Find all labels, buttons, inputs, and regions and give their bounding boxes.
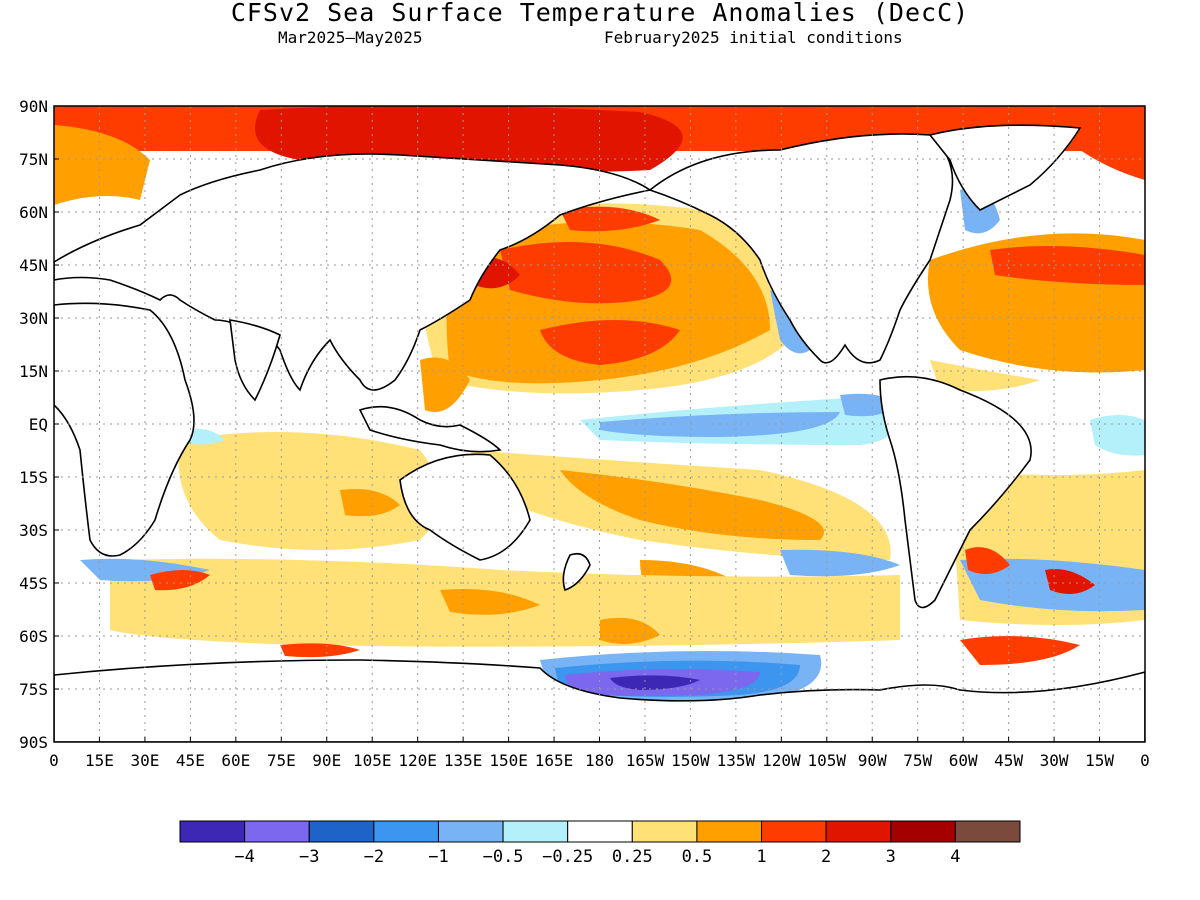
colorbar-label: −2	[364, 847, 384, 867]
colorbar-swatch	[631, 820, 698, 843]
forecast-period: Mar2025—May2025	[278, 28, 423, 47]
indian-ocean-warm-anomaly	[178, 432, 440, 550]
lat-label: 15S	[19, 468, 48, 487]
colorbar-label: 0.5	[682, 847, 713, 867]
colorbar-swatch	[308, 820, 375, 843]
land-south-america	[879, 375, 1032, 609]
lon-label: 30E	[130, 751, 159, 770]
land-greenland	[928, 124, 1082, 211]
lat-label: 60N	[19, 203, 48, 222]
land-eurasia	[54, 153, 653, 392]
lon-label: 15E	[85, 751, 114, 770]
lon-label: 15W	[1085, 751, 1114, 770]
lon-label: 150W	[671, 751, 710, 770]
lon-label: 45E	[176, 751, 205, 770]
land-india	[229, 319, 281, 402]
colorbar-swatch	[954, 820, 1021, 843]
colorbar-swatch	[890, 820, 956, 843]
lon-label: 180	[585, 751, 614, 770]
colorbar-swatch	[825, 820, 892, 843]
lat-label: 90S	[19, 733, 48, 752]
lon-label: 45W	[994, 751, 1023, 770]
land-north-america	[648, 133, 954, 364]
colorbar-swatch	[179, 820, 246, 843]
lon-label: 165W	[626, 751, 665, 770]
land-australia	[399, 453, 531, 561]
longitude-axis: 0 15E 30E 45E 60E 75E 90E 105E 120E 135E 150E 165E 1…	[49, 737, 1150, 770]
lon-label: 150E	[489, 751, 528, 770]
lat-label: 45S	[19, 574, 48, 593]
land-maritime-continent	[358, 405, 502, 453]
lon-label: 105W	[808, 751, 847, 770]
lat-lon-grid	[54, 106, 1145, 742]
lat-label: 75N	[19, 150, 48, 169]
colorbar-label: −4	[234, 847, 254, 867]
colorbar-label: 3	[886, 847, 896, 867]
lon-label: 60W	[949, 751, 978, 770]
lat-label: 60S	[19, 627, 48, 646]
lon-label: 0	[1140, 751, 1150, 770]
lat-label: 45N	[19, 256, 48, 275]
lon-label: 90E	[312, 751, 341, 770]
land-new-zealand	[562, 552, 591, 592]
colorbar: −4 −3 −2 −1 −0.5 −0.25 0.25 0.5 1 2 3 4	[179, 820, 1021, 867]
lon-label: 0	[49, 751, 59, 770]
lon-label: 120W	[762, 751, 801, 770]
lat-label: 90N	[19, 97, 48, 116]
lat-label: 75S	[19, 680, 48, 699]
lon-label: 60E	[221, 751, 250, 770]
colorbar-swatch	[437, 820, 504, 843]
colorbar-label: −3	[299, 847, 319, 867]
lat-label: 30S	[19, 521, 48, 540]
colorbar-swatch	[696, 820, 763, 843]
lon-label: 120E	[398, 751, 437, 770]
lon-label: 90W	[858, 751, 887, 770]
colorbar-swatch	[502, 820, 569, 843]
lon-label: 75E	[267, 751, 296, 770]
latitude-axis: 90N 75N 60N 45N 30N 15N EQ 15S 30S 45S 60S 75S 90S	[19, 97, 59, 752]
lat-label: 30N	[19, 309, 48, 328]
colorbar-swatch	[244, 820, 310, 843]
lon-label: 75W	[903, 751, 932, 770]
colorbar-swatch	[567, 820, 633, 843]
colorbar-swatch	[761, 820, 827, 843]
colorbar-swatch	[373, 820, 439, 843]
chart-title: CFSv2 Sea Surface Temperature Anomalies …	[230, 0, 970, 27]
lon-label: 105E	[353, 751, 392, 770]
lon-label: 165E	[535, 751, 574, 770]
lon-label: 30W	[1040, 751, 1069, 770]
lat-label: EQ	[29, 415, 48, 434]
colorbar-label: 1	[756, 847, 766, 867]
colorbar-label: 0.25	[612, 847, 653, 867]
lon-label: 135W	[717, 751, 756, 770]
colorbar-label: −1	[428, 847, 448, 867]
colorbar-label: 4	[950, 847, 960, 867]
lat-label: 15N	[19, 362, 48, 381]
initial-conditions: February2025 initial conditions	[604, 28, 903, 47]
colorbar-label: −0.25	[542, 847, 593, 867]
colorbar-label: −0.5	[483, 847, 524, 867]
colorbar-label: 2	[821, 847, 831, 867]
lon-label: 135E	[444, 751, 483, 770]
land-africa	[54, 302, 195, 557]
